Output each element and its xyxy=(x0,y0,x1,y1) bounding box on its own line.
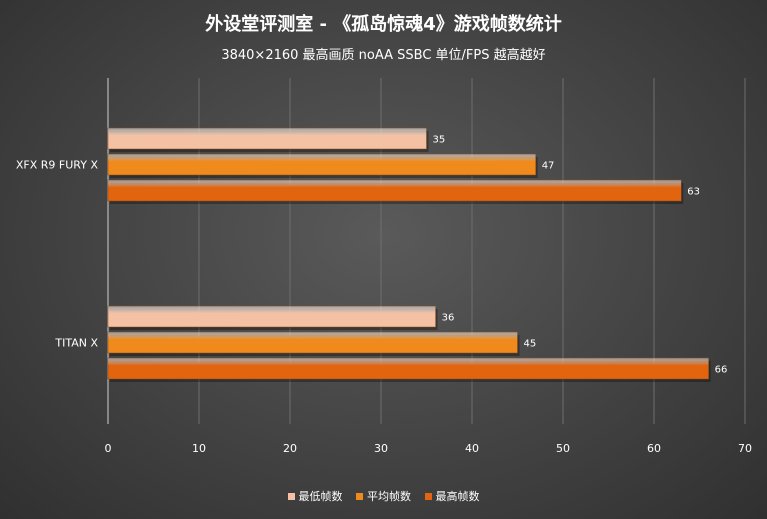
bars xyxy=(107,127,711,382)
legend-label-min: 最低帧数 xyxy=(298,490,343,503)
legend-label-avg: 平均帧数 xyxy=(367,490,411,503)
bar xyxy=(107,357,709,380)
category-label: TITAN X xyxy=(54,337,98,350)
legend-item-avg: 平均帧数 xyxy=(356,488,411,504)
chart-subtitle: 3840×2160 最高画质 noAA SSBC 单位/FPS 越高越好 xyxy=(221,48,546,63)
labels: 0 10 20 30 40 50 60 70 XFX R9 FURY X TITAN X 35 47 6… xyxy=(16,135,752,456)
data-label: 45 xyxy=(524,339,537,350)
data-label: 47 xyxy=(542,161,555,172)
x-tick-label: 40 xyxy=(465,442,479,455)
legend-item-max: 最高帧数 xyxy=(424,488,480,504)
data-label: 66 xyxy=(715,365,728,376)
legend-label-max: 最高帧数 xyxy=(435,490,480,503)
legend: 最低帧数 平均帧数 最高帧数 xyxy=(0,488,767,504)
legend-item-min: 最低帧数 xyxy=(287,488,343,504)
x-tick-label: 20 xyxy=(283,442,297,455)
x-tick-label: 70 xyxy=(738,442,752,455)
legend-swatch-min xyxy=(287,492,295,500)
legend-swatch-avg xyxy=(356,492,363,500)
x-tick-label: 60 xyxy=(647,442,661,455)
category-label: XFX R9 FURY X xyxy=(16,159,99,172)
bar xyxy=(107,305,436,328)
x-tick-label: 30 xyxy=(374,442,388,455)
bar xyxy=(107,127,427,150)
bar xyxy=(107,153,536,176)
data-label: 35 xyxy=(433,135,446,146)
data-label: 63 xyxy=(687,187,700,198)
x-tick-label: 10 xyxy=(192,442,206,455)
x-tick-label: 50 xyxy=(556,442,570,455)
data-label: 36 xyxy=(442,313,455,324)
x-tick-label: 0 xyxy=(105,442,112,455)
bar xyxy=(107,179,682,202)
bar xyxy=(107,331,518,354)
legend-swatch-max xyxy=(424,492,432,500)
chart-title: 外设堂评测室 - 《孤岛惊魂4》游戏帧数统计 xyxy=(205,14,562,35)
